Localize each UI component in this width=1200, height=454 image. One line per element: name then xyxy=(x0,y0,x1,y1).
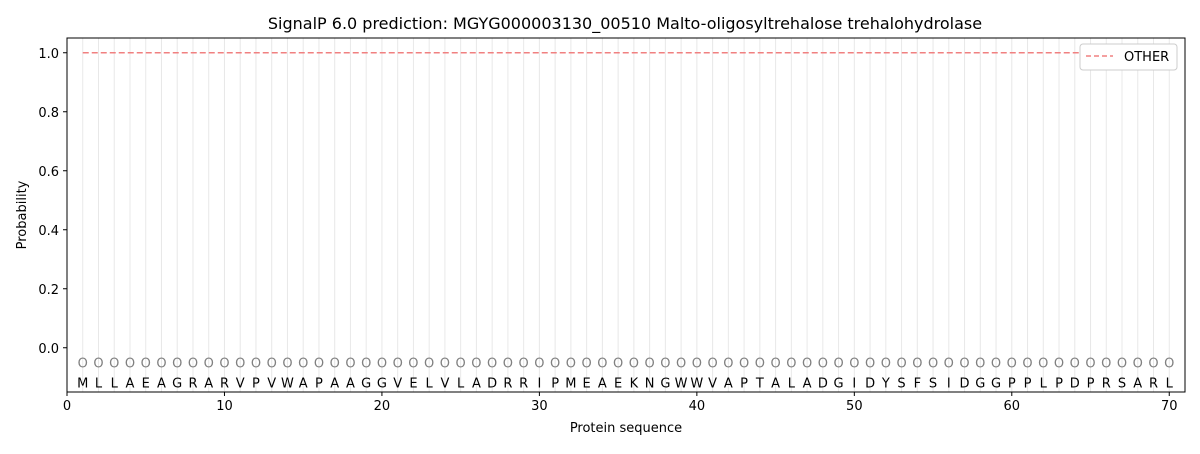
plot-frame xyxy=(66,37,1186,393)
y-tick-label: 1.0 xyxy=(38,47,59,62)
residue-label: P xyxy=(1055,376,1063,391)
residue-label: G xyxy=(834,376,844,391)
residue-label: I xyxy=(947,376,951,391)
residue-label: R xyxy=(220,376,229,391)
residue-label: G xyxy=(975,376,985,391)
residue-label: L xyxy=(95,376,103,391)
residue-label: P xyxy=(1008,376,1016,391)
residue-label: A xyxy=(299,376,308,391)
residue-label: R xyxy=(1102,376,1111,391)
residue-label: I xyxy=(537,376,541,391)
residue-label: G xyxy=(361,376,371,391)
residue-label: V xyxy=(236,376,245,391)
x-tick-label: 30 xyxy=(531,399,548,414)
y-tick-label: 0.6 xyxy=(38,165,59,180)
residue-label: L xyxy=(1166,376,1174,391)
residue-label: W xyxy=(675,376,688,391)
residue-label: L xyxy=(1040,376,1048,391)
x-tick-label: 10 xyxy=(216,399,233,414)
residue-label: A xyxy=(330,376,339,391)
residue-label: W xyxy=(690,376,703,391)
residue-label: S xyxy=(1118,376,1126,391)
x-tick-label: 20 xyxy=(374,399,391,414)
residue-label: G xyxy=(172,376,182,391)
residue-label: Y xyxy=(881,376,890,391)
residue-label: A xyxy=(771,376,780,391)
residue-label: A xyxy=(724,376,733,391)
residue-label: P xyxy=(1024,376,1032,391)
y-tick-label: 0.0 xyxy=(38,342,59,357)
residue-label: M xyxy=(565,376,576,391)
residue-label: T xyxy=(755,376,764,391)
residue-label: P xyxy=(551,376,559,391)
legend: OTHER xyxy=(1079,43,1178,71)
chart-title: SignalP 6.0 prediction: MGYG000003130_00… xyxy=(268,14,982,34)
residue-label: V xyxy=(393,376,402,391)
x-tick-label: 40 xyxy=(689,399,706,414)
legend-other-label: OTHER xyxy=(1124,50,1169,65)
residue-label: G xyxy=(991,376,1001,391)
residue-label: E xyxy=(409,376,417,391)
x-tick-label: 60 xyxy=(1004,399,1021,414)
residue-label: R xyxy=(519,376,528,391)
residue-label: R xyxy=(1149,376,1158,391)
residue-label: P xyxy=(1087,376,1095,391)
y-axis-label: Probability xyxy=(15,180,30,249)
y-tick-label: 0.2 xyxy=(38,283,59,298)
residue-label: E xyxy=(142,376,150,391)
residue-label: A xyxy=(126,376,135,391)
legend-box xyxy=(1079,43,1178,71)
residue-label: G xyxy=(377,376,387,391)
residue-label: R xyxy=(188,376,197,391)
residue-label: K xyxy=(630,376,639,391)
residue-label: S xyxy=(897,376,905,391)
residue-label: V xyxy=(708,376,717,391)
y-tick-label: 0.4 xyxy=(38,224,59,239)
residue-label: S xyxy=(929,376,937,391)
x-tick-label: 70 xyxy=(1161,399,1178,414)
residue-label: A xyxy=(346,376,355,391)
residue-label: A xyxy=(803,376,812,391)
residue-label: A xyxy=(1133,376,1142,391)
residue-label: L xyxy=(426,376,434,391)
residue-label: L xyxy=(788,376,796,391)
residue-label: D xyxy=(960,376,970,391)
residue-label: D xyxy=(818,376,828,391)
residue-label: F xyxy=(914,376,921,391)
residue-label: N xyxy=(645,376,655,391)
x-tick-label: 50 xyxy=(846,399,863,414)
residue-label: R xyxy=(503,376,512,391)
residue-label: M xyxy=(77,376,88,391)
residue-label: P xyxy=(315,376,323,391)
residue-label: L xyxy=(457,376,465,391)
residue-label: P xyxy=(740,376,748,391)
residue-label: E xyxy=(583,376,591,391)
predicted-label-markers: OOOOOOOOOOOOOOOOOOOOOOOOOOOOOOOOOOOOOOOO… xyxy=(78,357,1175,372)
residue-label: D xyxy=(487,376,497,391)
residue-label: G xyxy=(660,376,670,391)
residue-label: A xyxy=(472,376,481,391)
residue-label: I xyxy=(852,376,856,391)
residue-label: D xyxy=(865,376,875,391)
residue-label: D xyxy=(1070,376,1080,391)
residue-label: V xyxy=(267,376,276,391)
residue-label: P xyxy=(252,376,260,391)
y-tick-label: 0.8 xyxy=(38,106,59,121)
residue-label: W xyxy=(281,376,294,391)
residue-label: V xyxy=(440,376,449,391)
residue-label: A xyxy=(157,376,166,391)
residue-label: A xyxy=(204,376,213,391)
residue-label: A xyxy=(598,376,607,391)
x-axis-label: Protein sequence xyxy=(570,421,682,436)
residue-label: L xyxy=(111,376,119,391)
residue-label: E xyxy=(614,376,622,391)
x-tick-label: 0 xyxy=(63,399,71,414)
